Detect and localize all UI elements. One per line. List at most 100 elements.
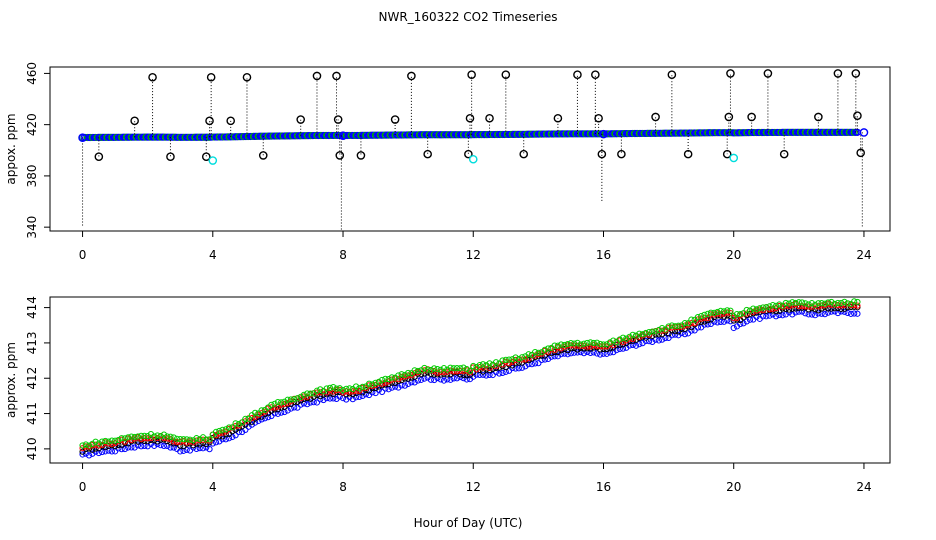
spike-point [332,71,341,81]
series-point-green [789,299,796,306]
series-point-green [421,364,428,372]
series-point-green [665,323,672,330]
series-point-blue [196,445,203,452]
series-point-green [795,299,802,306]
series-point-green [672,323,679,330]
series-point-red [453,368,461,375]
bottom-x-tick-label: 16 [596,480,611,494]
bottom-y-tick-label: 412 [25,367,39,390]
series-point-red [785,303,793,310]
series-point-black [131,437,138,444]
series-point-red [180,437,187,445]
series-point-green [346,385,353,392]
top-plot-box [49,66,891,232]
series-point-blue [574,349,581,356]
series-point-green [580,340,588,347]
series-point-blue [85,452,93,459]
series-point-blue [151,442,158,449]
series-point-green [733,310,741,318]
spike-point [468,154,478,164]
series-point-blue [486,371,493,378]
spike-point [599,129,608,139]
series-point-green [616,336,623,343]
series-point-green [785,300,793,307]
series-point-green [564,340,571,348]
series-point-black [460,371,467,378]
top-x-tick-label: 16 [596,248,611,262]
series-point-red [658,327,666,334]
series-point-blue [183,446,190,453]
series-point-red [626,335,633,342]
bottom-y-tick-label: 410 [25,437,39,460]
series-point-green [681,320,688,327]
series-point-black [431,371,438,378]
series-point-blue [372,389,379,397]
series-point-green [828,298,835,306]
series-point-green [720,308,728,315]
series-point-green [281,398,288,405]
series-point-green [206,436,213,443]
series-point-green [255,410,262,417]
series-point-green [694,314,702,321]
series-point-red [193,437,200,444]
series-point-green [138,432,145,439]
series-point-green [623,335,630,342]
series-point-blue [118,446,125,453]
series-point-green [437,366,444,373]
series-point-green [834,299,842,307]
series-point-black [401,375,408,382]
series-point-green [470,362,477,370]
top-x-tick-label: 8 [339,248,347,262]
series-point-green [854,298,861,306]
spike-point [312,71,322,81]
series-point-green [160,431,168,438]
series-point-blue [548,353,555,360]
series-point-green [352,383,360,390]
series-point-green [203,436,210,443]
series-point-green [515,355,522,363]
series-point-green [587,339,594,346]
spike-point [814,112,823,122]
series-point-black [763,307,770,314]
series-point-blue [779,312,786,319]
spike-point [335,151,345,160]
series-point-blue [502,368,509,375]
series-point-red [698,315,705,322]
series-point-green [196,436,203,443]
series-point-red [284,399,291,407]
series-point-blue [284,407,291,414]
series-point-blue [851,310,858,317]
bottom-y-axis-label: approx. ppm [4,342,18,418]
series-point-red [356,387,363,394]
series-point-red [805,303,812,310]
series-point-green [577,341,584,348]
spike-point [573,70,582,79]
spike-point [94,152,104,161]
spike-point [553,113,563,123]
series-point-red [567,342,575,349]
top-panel: 0 4 8 12 16 20 24 340 380 420 460 appox. ppm [4,62,891,262]
series-point-red [851,302,858,309]
spike-point [148,72,157,82]
series-point-blue [121,445,128,453]
series-point-blue [105,447,112,454]
series-point-green [284,396,291,403]
series-point-green [652,328,659,335]
series-point-green [356,385,363,392]
bottom-x-tick-label: 8 [339,480,347,494]
series-point-green [714,308,721,316]
series-point-green [717,307,724,315]
series-point-blue [538,356,545,364]
spike-point [591,70,600,79]
series-point-green [798,299,806,306]
series-point-green [545,345,552,352]
series-point-green [112,437,119,444]
chart-title: NWR_160322 CO2 Timeseries [379,10,558,24]
series-point-green [597,340,604,348]
series-point-blue [753,313,760,320]
series-point-blue [206,446,213,453]
spike-point [130,116,139,126]
series-point-blue [369,389,376,396]
series-point-red [802,303,809,310]
series-point-black [613,341,620,348]
